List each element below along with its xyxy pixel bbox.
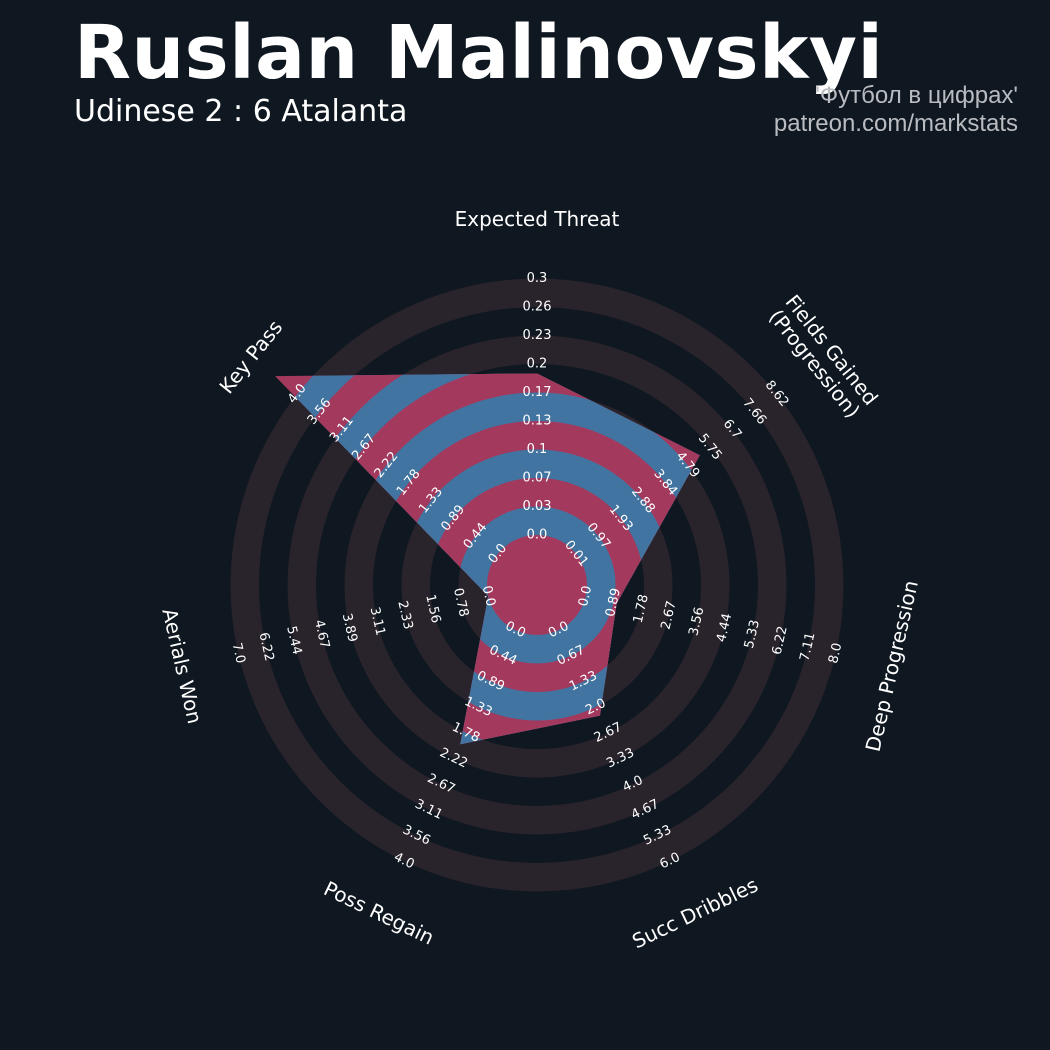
tick-label: 3.11: [367, 606, 388, 638]
tick-label: 0.23: [523, 328, 552, 343]
tick-label: 1.56: [422, 593, 443, 625]
tick-label: 5.33: [742, 618, 763, 650]
tick-label: 0.03: [523, 499, 552, 514]
tick-label: 0.13: [523, 414, 552, 429]
tick-label: 0.2: [527, 357, 548, 372]
tick-label: 7.0: [229, 641, 248, 665]
tick-label: 5.44: [283, 625, 304, 657]
tick-label: 0.17: [523, 385, 552, 400]
tick-label: 0.1: [527, 442, 548, 457]
tick-label: 0.0: [576, 584, 595, 608]
tick-label: 7.11: [797, 631, 818, 663]
axis-name-label: Expected Threat: [455, 207, 620, 231]
tick-label: 0.89: [603, 587, 624, 619]
tick-label: 0.3: [527, 271, 548, 286]
player-name-title: Ruslan Malinovskyi: [74, 10, 884, 96]
tick-label: 4.44: [714, 612, 735, 644]
axis-name-label: Poss Regain: [320, 876, 438, 949]
tick-label: 8.0: [826, 641, 845, 665]
tick-label: 0.0: [527, 528, 548, 543]
tick-label: 2.33: [394, 599, 415, 631]
tick-label: 6.22: [770, 625, 791, 657]
match-subtitle: Udinese 2 : 6 Atalanta: [74, 94, 408, 129]
polygon-band: [487, 535, 587, 635]
credit-link[interactable]: patreon.com/markstats: [773, 110, 1018, 137]
axis-name-label: Key Pass: [214, 315, 287, 398]
axis-name-label: Deep Progression: [860, 578, 922, 754]
tick-label: 0.07: [523, 471, 552, 486]
axis-name-label: Aerials Won: [158, 606, 208, 726]
tick-label: 0.0: [479, 584, 498, 608]
tick-label: 0.26: [523, 300, 552, 315]
tick-label: 6.22: [255, 631, 276, 663]
tick-label: 4.67: [311, 618, 332, 650]
tick-label: 0.78: [450, 587, 471, 619]
axis-name-label: Succ Dribbles: [628, 872, 761, 953]
tick-label: 3.89: [339, 612, 360, 644]
tick-label: 1.78: [631, 593, 652, 625]
tick-label: 3.56: [686, 606, 707, 638]
tick-label: 2.67: [659, 599, 680, 631]
credit-line-1: 'Футбол в цифрах': [815, 82, 1018, 109]
